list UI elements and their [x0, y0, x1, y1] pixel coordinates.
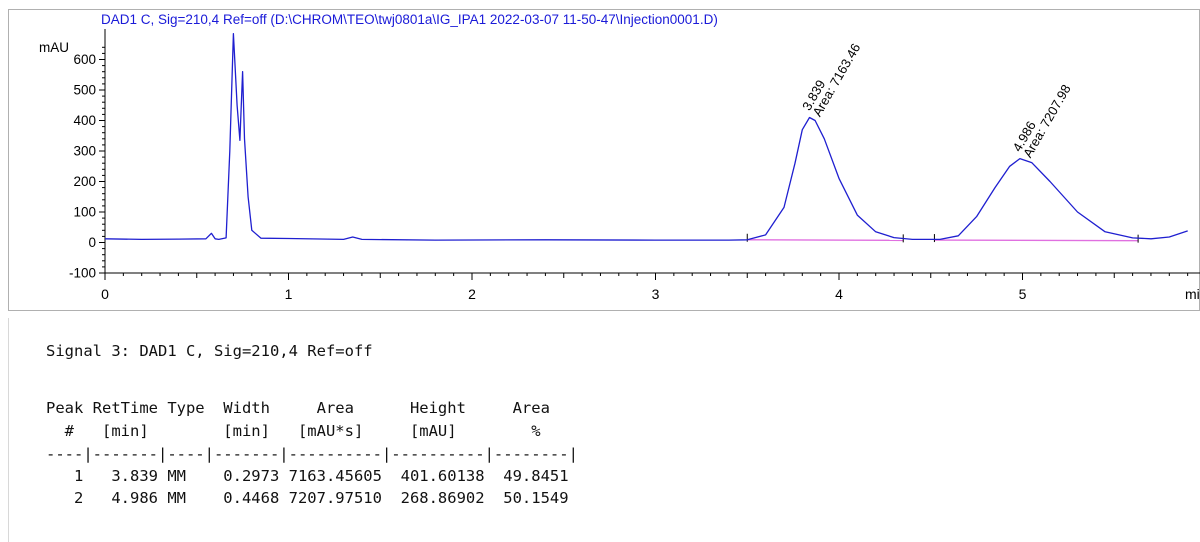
- y-tick-label: 600: [73, 52, 96, 67]
- y-tick-label: 100: [73, 205, 96, 220]
- integration-baseline: [934, 239, 1139, 242]
- integration-baseline: [747, 239, 904, 242]
- chromatogram-chart: DAD1 C, Sig=210,4 Ref=off (D:\CHROM\TEO\…: [39, 12, 1200, 302]
- x-tick-label: 1: [285, 286, 293, 302]
- table-separator: ----|-------|----|-------|----------|---…: [46, 445, 578, 463]
- y-tick-label: 300: [73, 144, 96, 159]
- table-row: 2 4.986 MM 0.4468 7207.97510 268.86902 5…: [46, 489, 569, 507]
- y-tick-label: 500: [73, 83, 96, 98]
- chart-title: DAD1 C, Sig=210,4 Ref=off (D:\CHROM\TEO\…: [101, 12, 718, 27]
- table-header-line-2: # [min] [min] [mAU*s] [mAU] %: [46, 422, 541, 440]
- x-tick-label: 5: [1019, 286, 1027, 302]
- signal-caption: Signal 3: DAD1 C, Sig=210,4 Ref=off: [46, 342, 373, 360]
- x-tick-label: 3: [652, 286, 660, 302]
- x-tick-label: 0: [101, 286, 109, 302]
- report-border: [8, 318, 9, 542]
- y-tick-label: 200: [73, 174, 96, 189]
- x-axis-unit-label: mi: [1185, 286, 1200, 302]
- x-tick-label: 2: [468, 286, 476, 302]
- table-header-line-1: Peak RetTime Type Width Area Height Area: [46, 399, 550, 417]
- chromatogram-panel: DAD1 C, Sig=210,4 Ref=off (D:\CHROM\TEO\…: [8, 9, 1200, 311]
- y-axis-unit-label: mAU: [39, 40, 69, 55]
- signal-trace: [104, 32, 1188, 241]
- x-tick-label: 4: [835, 286, 843, 302]
- y-tick-label: -100: [69, 266, 96, 281]
- table-row: 1 3.839 MM 0.2973 7163.45605 401.60138 4…: [46, 467, 569, 485]
- y-tick-label: 400: [73, 113, 96, 128]
- y-tick-label: 0: [88, 235, 96, 250]
